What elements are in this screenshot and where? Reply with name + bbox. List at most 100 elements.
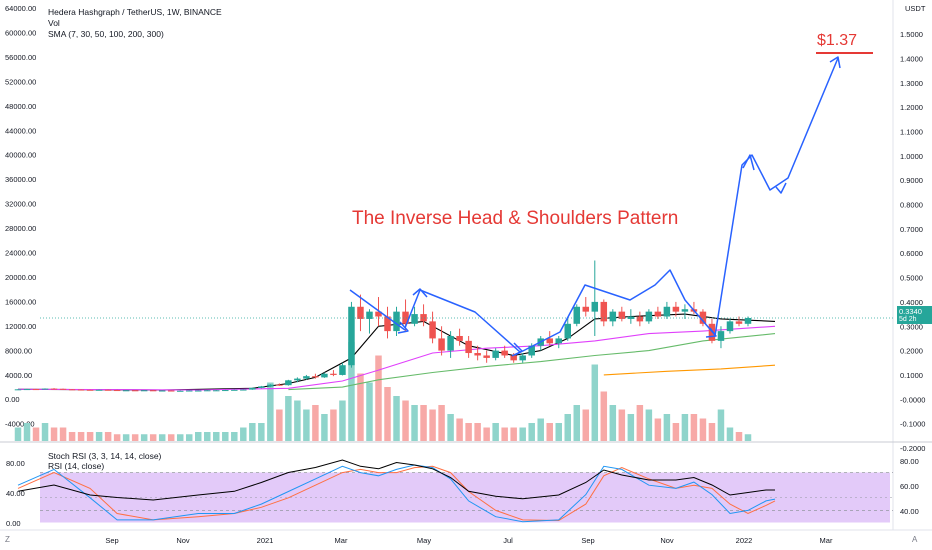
left-axis-tick: 32000.00 <box>5 200 36 209</box>
volume-bar <box>204 432 211 441</box>
left-axis-tick: 4000.00 <box>5 371 32 380</box>
candle-body <box>231 389 238 391</box>
volume-bar <box>276 409 283 441</box>
volume-bar <box>366 382 373 441</box>
volume-bar <box>726 427 734 441</box>
left-axis-tick: 52000.00 <box>5 77 36 86</box>
candle-body <box>113 390 121 392</box>
candle-body <box>104 389 112 391</box>
volume-bar <box>95 432 103 441</box>
candle-body <box>582 306 590 312</box>
volume-bar <box>474 423 481 441</box>
candle-body <box>122 390 130 392</box>
volume-label: Vol <box>48 18 60 28</box>
left-axis-tick: 28000.00 <box>5 224 36 233</box>
candle-body <box>312 376 319 378</box>
left-axis-tick: 0.00 <box>5 395 20 404</box>
right-axis-tick: 1.2000 <box>900 103 923 112</box>
volume-bar <box>690 414 698 441</box>
candle-body <box>222 390 229 392</box>
candle-body <box>267 384 274 387</box>
arrowhead <box>412 288 428 298</box>
volume-bar <box>420 405 427 441</box>
volume-bar <box>573 405 581 441</box>
volume-bar <box>258 423 265 441</box>
left-axis-tick: 20000.00 <box>5 273 36 282</box>
right-axis-tick: 0.1000 <box>900 371 923 380</box>
candle-body <box>636 316 644 322</box>
candle-body <box>213 390 220 392</box>
volume-bar <box>510 427 517 441</box>
candle-body <box>59 388 67 390</box>
candle-body <box>366 311 373 319</box>
volume-bar <box>294 400 301 441</box>
candle-body <box>555 338 562 344</box>
candle-body <box>438 338 445 351</box>
volume-bar <box>122 434 130 441</box>
volume-bar <box>672 423 680 441</box>
volume-bar <box>285 396 292 441</box>
candle-body <box>546 338 553 344</box>
volume-bar <box>618 409 626 441</box>
x-axis-tick: 2021 <box>257 536 274 545</box>
stoch-label: Stoch RSI (3, 3, 14, 14, close) <box>48 451 162 461</box>
volume-bar <box>330 409 337 441</box>
candle-body <box>573 306 581 324</box>
symbol-title: Hedera Hashgraph / TetherUS, 1W, BINANCE <box>48 7 222 17</box>
volume-bar <box>240 427 247 441</box>
left-axis-tick: 40000.00 <box>5 151 36 160</box>
volume-bar <box>113 434 121 441</box>
volume-bar <box>249 423 256 441</box>
candle-body <box>735 321 743 324</box>
zoom-letter[interactable]: Z <box>5 535 10 544</box>
candle-body <box>681 309 689 312</box>
sma-label: SMA (7, 30, 50, 100, 200, 300) <box>48 29 164 39</box>
candle-body <box>77 389 85 391</box>
volume-bar <box>77 432 85 441</box>
arrow-left-shoulder-down <box>349 289 406 331</box>
right-axis-tick: 0.6000 <box>900 249 923 258</box>
rsi-axis-tick: 40.00 <box>900 507 919 516</box>
auto-scale-letter[interactable]: A <box>912 535 918 544</box>
volume-bar <box>483 427 490 441</box>
right-axis-tick: -0.2000 <box>900 444 925 453</box>
x-axis-tick: Nov <box>660 536 674 545</box>
price-tag: 0.3340 5d 2h <box>897 306 932 324</box>
right-axis-tick: 1.3000 <box>900 79 923 88</box>
candle-body <box>654 311 662 317</box>
candle-body <box>195 390 202 392</box>
price-tag-value: 0.3340 <box>899 307 922 316</box>
volume-bar <box>411 405 418 441</box>
volume-bar <box>384 387 391 441</box>
volume-bar <box>591 364 599 441</box>
left-axis-tick: 12000.00 <box>5 322 36 331</box>
pattern-title: The Inverse Head & Shoulders Pattern <box>352 208 679 229</box>
left-axis-tick: 16000.00 <box>5 297 36 306</box>
volume-bar <box>456 418 463 441</box>
candle-body <box>50 388 58 390</box>
volume-bar <box>744 434 752 441</box>
stoch-axis-tick: 0.00 <box>6 519 21 528</box>
candle-body <box>393 311 400 332</box>
volume-bar <box>492 423 499 441</box>
candle-body <box>276 384 283 386</box>
x-axis-tick: Mar <box>820 536 833 545</box>
candle-body <box>330 373 337 375</box>
right-axis-tick: 1.1000 <box>900 127 923 136</box>
candle-body <box>528 345 535 356</box>
volume-bar <box>222 432 229 441</box>
volume-bar <box>528 423 535 441</box>
candle-body <box>131 390 139 392</box>
volume-bar <box>195 432 202 441</box>
candle-body <box>501 350 508 356</box>
candle-body <box>384 316 391 332</box>
candle-body <box>357 306 364 319</box>
volume-bar <box>447 414 454 441</box>
right-axis-tick: 0.3000 <box>900 322 923 331</box>
volume-bar <box>59 427 67 441</box>
volume-bar <box>546 423 553 441</box>
volume-bar <box>429 409 436 441</box>
volume-bar <box>348 342 355 441</box>
x-axis-tick: Sep <box>581 536 594 545</box>
